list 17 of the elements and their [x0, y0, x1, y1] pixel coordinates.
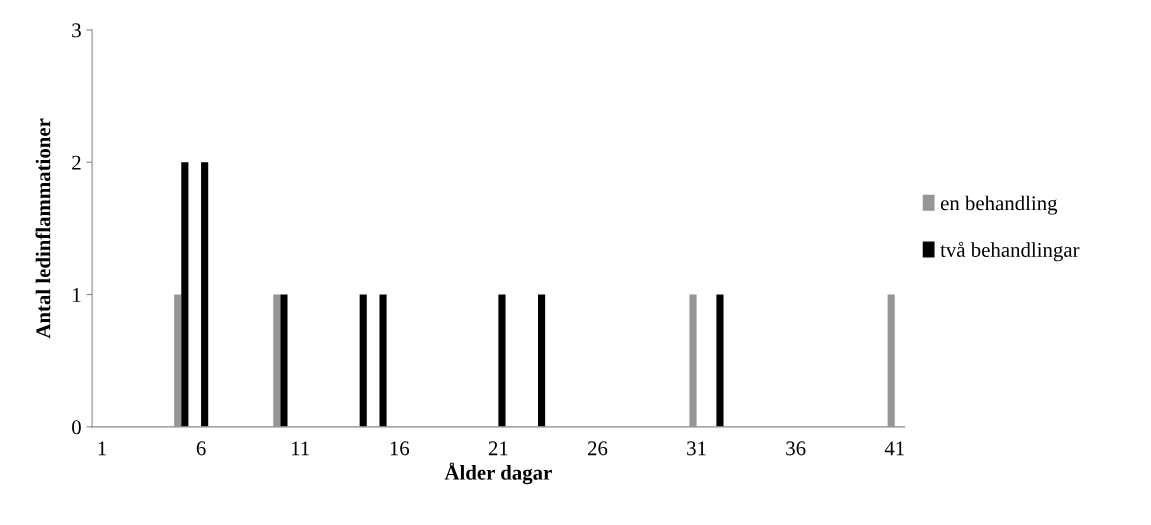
legend-label: en behandling — [940, 195, 1058, 215]
x-tick-label: 31 — [687, 441, 706, 456]
x-tick-label: 36 — [786, 441, 806, 456]
x-tick-label: 21 — [488, 441, 508, 456]
y-tick-label: 1 — [73, 288, 81, 302]
x-tick-label: 1 — [98, 441, 106, 456]
x-tick-label: 41 — [884, 441, 904, 456]
x-axis-title: Ålder dagar — [444, 462, 552, 485]
y-tick-label: 2 — [72, 155, 81, 170]
x-tick-label: 26 — [587, 441, 608, 456]
x-tick-label: 6 — [196, 441, 206, 456]
y-tick-label: 0 — [72, 420, 81, 435]
y-axis-title: Antal ledinflammationer — [35, 118, 51, 339]
y-tick-label: 3 — [72, 23, 81, 38]
legend-label: två behandlingar — [940, 241, 1080, 262]
x-tick-label: 11 — [291, 441, 309, 456]
x-tick-label: 16 — [390, 441, 410, 456]
